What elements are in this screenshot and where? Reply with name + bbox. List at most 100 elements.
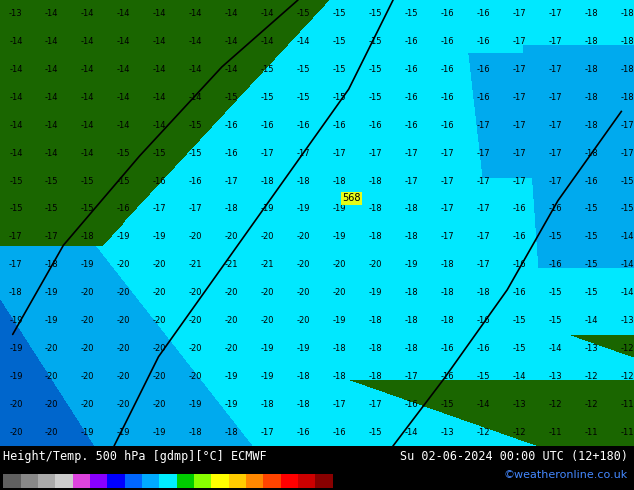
Text: -15: -15: [45, 204, 58, 214]
Text: -16: -16: [333, 428, 347, 437]
Text: -19: -19: [117, 428, 131, 437]
Text: -20: -20: [45, 400, 58, 409]
Text: -14: -14: [153, 121, 167, 130]
Text: -19: -19: [261, 344, 275, 353]
Text: -19: -19: [153, 232, 167, 242]
Text: -20: -20: [45, 344, 58, 353]
Text: -20: -20: [45, 372, 58, 381]
Text: -15: -15: [45, 176, 58, 186]
Text: -14: -14: [405, 428, 418, 437]
Text: -18: -18: [621, 93, 634, 102]
Text: -16: -16: [477, 9, 491, 18]
Text: -20: -20: [225, 344, 238, 353]
Text: -21: -21: [225, 260, 238, 270]
Text: -13: -13: [441, 428, 455, 437]
Text: -17: -17: [297, 148, 311, 158]
Text: -18: -18: [585, 65, 598, 74]
Text: -18: -18: [405, 288, 418, 297]
Text: -18: -18: [369, 372, 382, 381]
Text: -17: -17: [477, 176, 491, 186]
Text: ©weatheronline.co.uk: ©weatheronline.co.uk: [503, 469, 628, 480]
Text: -16: -16: [441, 121, 455, 130]
Text: -17: -17: [549, 93, 562, 102]
Text: -19: -19: [225, 372, 238, 381]
Text: -12: -12: [585, 400, 598, 409]
Text: -15: -15: [369, 9, 382, 18]
Text: -14: -14: [585, 316, 598, 325]
Text: -15: -15: [405, 9, 418, 18]
Text: -18: -18: [369, 176, 382, 186]
Bar: [20, 474, 38, 488]
Text: -15: -15: [297, 93, 311, 102]
Text: -18: -18: [405, 316, 418, 325]
Text: -17: -17: [441, 148, 455, 158]
Text: -18: -18: [9, 288, 23, 297]
Text: -19: -19: [225, 400, 238, 409]
Text: -18: -18: [621, 9, 634, 18]
Text: -16: -16: [441, 372, 455, 381]
Text: -19: -19: [81, 260, 94, 270]
Text: -20: -20: [117, 344, 131, 353]
Text: -20: -20: [297, 288, 311, 297]
Text: -19: -19: [369, 288, 382, 297]
Text: -14: -14: [117, 121, 131, 130]
Text: -16: -16: [477, 93, 491, 102]
Text: -15: -15: [585, 288, 598, 297]
Bar: [298, 474, 316, 488]
Text: -14: -14: [549, 344, 562, 353]
Bar: [159, 474, 177, 488]
Text: -19: -19: [261, 372, 275, 381]
Text: -18: -18: [441, 288, 455, 297]
Text: -15: -15: [333, 37, 347, 46]
Bar: [107, 474, 125, 488]
Text: -20: -20: [81, 344, 94, 353]
Bar: [177, 474, 194, 488]
Text: -18: -18: [81, 232, 94, 242]
Text: -14: -14: [45, 65, 58, 74]
Text: -16: -16: [441, 344, 455, 353]
Text: -14: -14: [117, 37, 131, 46]
Text: -18: -18: [585, 93, 598, 102]
Text: -16: -16: [225, 121, 238, 130]
Text: -14: -14: [225, 65, 238, 74]
Text: -14: -14: [45, 9, 58, 18]
Bar: [3, 474, 20, 488]
Text: -12: -12: [621, 344, 634, 353]
Text: -17: -17: [9, 232, 23, 242]
Text: -15: -15: [477, 372, 491, 381]
Bar: [264, 474, 281, 488]
Text: -16: -16: [441, 37, 455, 46]
Text: -16: -16: [477, 344, 491, 353]
Text: -20: -20: [153, 260, 167, 270]
Text: -20: -20: [369, 260, 382, 270]
Text: -19: -19: [9, 344, 23, 353]
Text: -18: -18: [225, 428, 238, 437]
Text: -13: -13: [513, 400, 526, 409]
Text: -14: -14: [117, 9, 131, 18]
Text: -18: -18: [333, 344, 347, 353]
Text: -20: -20: [189, 316, 202, 325]
Text: -11: -11: [621, 428, 634, 437]
Text: -20: -20: [117, 372, 131, 381]
Text: -18: -18: [621, 65, 634, 74]
Text: -15: -15: [369, 37, 382, 46]
Text: -18: -18: [261, 176, 275, 186]
Text: -20: -20: [189, 288, 202, 297]
Text: -14: -14: [189, 65, 202, 74]
Text: -16: -16: [477, 316, 491, 325]
Text: -18: -18: [333, 372, 347, 381]
Text: -14: -14: [225, 37, 238, 46]
Text: -14: -14: [225, 9, 238, 18]
Text: -16: -16: [513, 260, 526, 270]
Text: -16: -16: [297, 428, 311, 437]
Text: -20: -20: [225, 232, 238, 242]
Bar: [142, 474, 159, 488]
Text: -15: -15: [333, 9, 347, 18]
Text: -15: -15: [513, 316, 526, 325]
Text: -12: -12: [585, 372, 598, 381]
Text: -14: -14: [117, 65, 131, 74]
Text: -15: -15: [297, 65, 311, 74]
Text: -18: -18: [585, 9, 598, 18]
Text: -19: -19: [333, 204, 347, 214]
Text: -19: -19: [261, 204, 275, 214]
